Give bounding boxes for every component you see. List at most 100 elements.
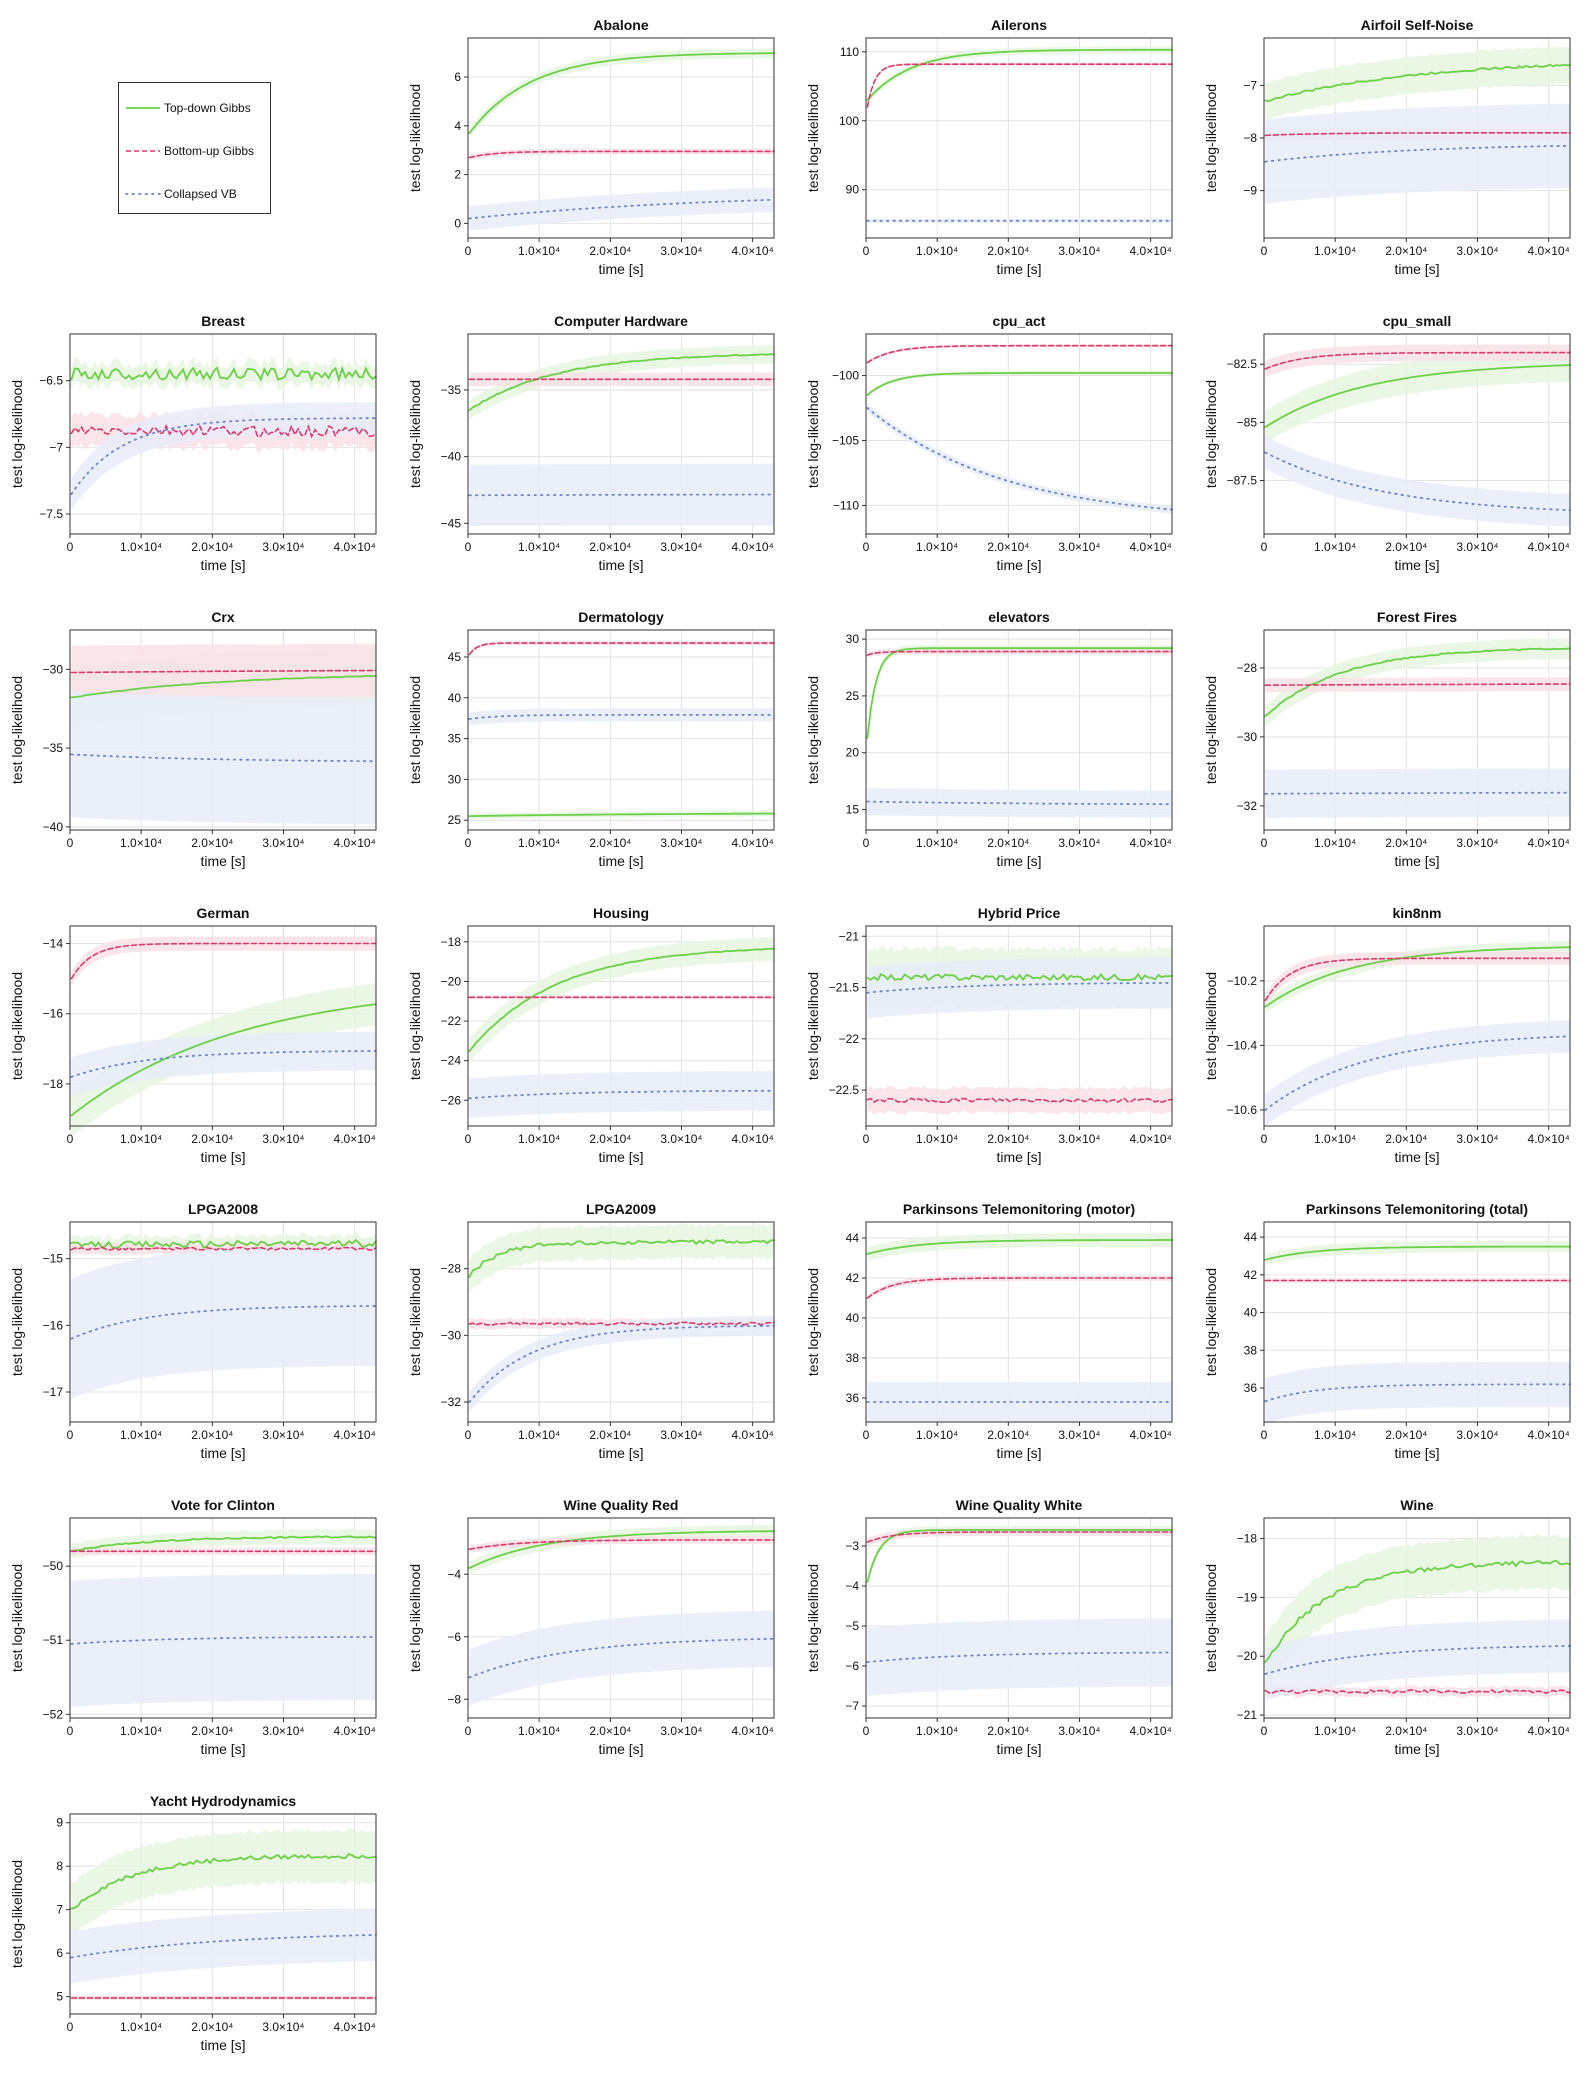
x-tick-label: 1.0×10⁴ xyxy=(916,1132,958,1146)
x-tick-label: 2.0×10⁴ xyxy=(589,1724,631,1738)
y-tick-label: −100 xyxy=(832,369,859,383)
series-band xyxy=(867,46,1172,104)
series-band xyxy=(867,1618,1172,1696)
series-line xyxy=(866,650,1173,656)
x-axis-label: time [s] xyxy=(200,2037,245,2053)
series-band xyxy=(71,1031,377,1097)
legend-label: Bottom-up Gibbs xyxy=(164,144,255,158)
series-line xyxy=(866,1651,1173,1663)
y-tick-label: 90 xyxy=(846,183,860,197)
x-tick-label: 0 xyxy=(1261,1428,1268,1442)
plot-frame xyxy=(865,629,1173,831)
y-tick-label: −16 xyxy=(43,1318,64,1332)
plot-frame xyxy=(1263,925,1571,1127)
series-line xyxy=(866,1277,1173,1299)
series-line xyxy=(70,417,377,495)
chart-title: Hybrid Price xyxy=(978,905,1061,921)
y-tick-label: −18 xyxy=(441,935,462,949)
x-axis-label: time [s] xyxy=(1394,853,1439,869)
chart-title: cpu_act xyxy=(993,313,1046,329)
y-axis-label: test log-likelihood xyxy=(805,380,821,488)
series-line xyxy=(866,1531,1173,1543)
series-line xyxy=(468,1637,775,1679)
series-band xyxy=(469,463,774,526)
y-tick-label: 6 xyxy=(56,1946,63,1960)
x-axis-label: time [s] xyxy=(598,853,643,869)
series-band xyxy=(71,1908,377,1984)
series-band xyxy=(71,1827,377,1935)
y-tick-label: −8 xyxy=(447,1692,461,1706)
series-band xyxy=(1265,951,1570,1007)
y-tick-label: −28 xyxy=(1237,661,1258,675)
x-tick-label: 0 xyxy=(1261,836,1268,850)
y-tick-label: 5 xyxy=(56,1990,63,2004)
series-line xyxy=(70,1003,377,1117)
series-line xyxy=(468,150,775,159)
x-tick-label: 2.0×10⁴ xyxy=(987,836,1029,850)
series-band xyxy=(1265,344,1570,377)
series-line xyxy=(1264,63,1571,103)
x-tick-label: 2.0×10⁴ xyxy=(191,1428,233,1442)
series-line xyxy=(70,1535,377,1552)
y-tick-label: −22.5 xyxy=(829,1083,860,1097)
x-tick-label: 0 xyxy=(67,836,74,850)
x-tick-label: 0 xyxy=(67,540,74,554)
chart-panel: 0 1.0×10⁴ 2.0×10⁴ 3.0×10⁴ 4.0×10⁴ −52 −51 −50 Vo… xyxy=(9,1497,377,1757)
y-tick-label: −30 xyxy=(1237,730,1258,744)
series-band xyxy=(1265,1619,1570,1701)
legend-entry-top-down: Top-down Gibbs xyxy=(119,98,270,118)
x-tick-label: 0 xyxy=(863,836,870,850)
y-tick-label: 30 xyxy=(846,632,860,646)
series-line xyxy=(70,942,377,980)
x-tick-label: 3.0×10⁴ xyxy=(1058,1132,1100,1146)
series-band xyxy=(1265,1240,1570,1266)
plot-frame xyxy=(69,629,377,831)
series-line xyxy=(866,344,1173,364)
y-axis-label: test log-likelihood xyxy=(1203,676,1219,784)
y-tick-label: −17 xyxy=(43,1385,64,1399)
series-line xyxy=(1264,364,1571,428)
y-axis-label: test log-likelihood xyxy=(407,84,423,192)
chart-panel: 0 1.0×10⁴ 2.0×10⁴ 3.0×10⁴ 4.0×10⁴ −10.6 −10.4 −… xyxy=(1203,905,1571,1165)
plot-frame xyxy=(865,1221,1173,1423)
series-line xyxy=(468,812,775,817)
x-tick-label: 3.0×10⁴ xyxy=(660,540,702,554)
y-tick-label: −14 xyxy=(43,937,64,951)
x-axis-label: time [s] xyxy=(598,557,643,573)
y-tick-label: −16 xyxy=(43,1007,64,1021)
y-tick-label: −35 xyxy=(441,383,462,397)
y-axis-label: test log-likelihood xyxy=(407,380,423,488)
chart-panel: 0 1.0×10⁴ 2.0×10⁴ 3.0×10⁴ 4.0×10⁴ −45 −40 −35 Co… xyxy=(407,313,775,573)
chart-title: Dermatology xyxy=(578,609,664,625)
series-band xyxy=(1265,348,1570,444)
legend: Top-down Gibbs Bottom-up Gibbs Collapsed… xyxy=(118,82,271,214)
series-band xyxy=(867,1086,1172,1115)
x-tick-label: 4.0×10⁴ xyxy=(334,540,376,554)
x-tick-label: 4.0×10⁴ xyxy=(1528,540,1570,554)
x-tick-label: 4.0×10⁴ xyxy=(1130,1132,1172,1146)
series-band xyxy=(71,983,377,1137)
series-band xyxy=(1265,1361,1570,1424)
x-tick-label: 2.0×10⁴ xyxy=(589,1132,631,1146)
x-tick-label: 0 xyxy=(1261,1132,1268,1146)
x-tick-label: 0 xyxy=(465,1132,472,1146)
x-axis-label: time [s] xyxy=(996,261,1041,277)
y-tick-label: −7.5 xyxy=(39,507,63,521)
chart-title: Parkinsons Telemonitoring (motor) xyxy=(903,1201,1135,1217)
y-tick-label: −32 xyxy=(1237,799,1258,813)
chart-panel: 0 1.0×10⁴ 2.0×10⁴ 3.0×10⁴ 4.0×10⁴ 25 30 35 40 45 D… xyxy=(407,609,775,869)
x-tick-label: 2.0×10⁴ xyxy=(1385,1132,1427,1146)
x-tick-label: 0 xyxy=(67,1428,74,1442)
legend-label: Collapsed VB xyxy=(164,187,237,201)
x-tick-label: 3.0×10⁴ xyxy=(660,836,702,850)
chart-title: cpu_small xyxy=(1383,313,1451,329)
series-band xyxy=(469,187,774,231)
x-tick-label: 1.0×10⁴ xyxy=(916,836,958,850)
legend-line-dotted-icon xyxy=(125,193,161,195)
x-tick-label: 1.0×10⁴ xyxy=(916,540,958,554)
y-tick-label: 36 xyxy=(846,1391,860,1405)
x-tick-label: 1.0×10⁴ xyxy=(1314,1132,1356,1146)
x-tick-label: 2.0×10⁴ xyxy=(191,540,233,554)
y-tick-label: 0 xyxy=(454,216,461,230)
y-tick-label: 2 xyxy=(454,168,461,182)
